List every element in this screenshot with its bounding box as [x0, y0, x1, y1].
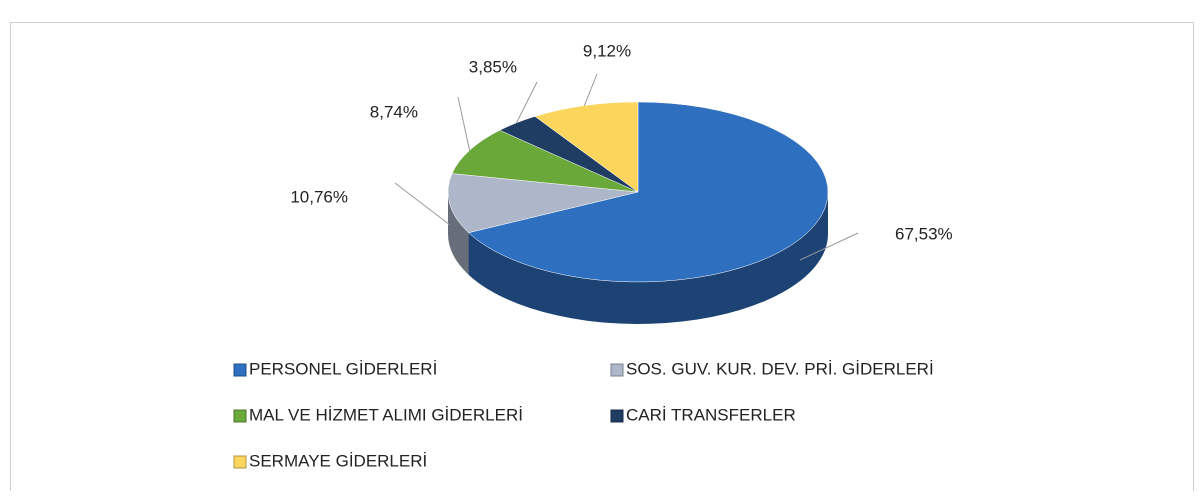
pie-side	[448, 192, 469, 275]
legend-swatch	[610, 363, 624, 377]
data-label: 8,74%	[370, 102, 418, 121]
legend-swatch	[233, 409, 247, 423]
leader-line	[457, 96, 471, 151]
legend-label: MAL VE HİZMET ALIMI GİDERLERİ	[249, 405, 523, 424]
pie-slice	[447, 173, 639, 233]
data-label: 10,76%	[290, 187, 348, 206]
leader-line	[583, 73, 598, 106]
legend-swatch	[610, 409, 624, 423]
pie-slice	[468, 101, 829, 283]
data-label: 9,12%	[583, 41, 631, 60]
data-label: 67,53%	[895, 224, 953, 243]
data-label: 3,85%	[469, 57, 517, 76]
legend-swatch	[233, 455, 247, 469]
pie-side	[468, 192, 828, 325]
legend-label: SERMAYE GİDERLERİ	[249, 451, 427, 470]
legend-label: SOS. GUV. KUR. DEV. PRİ. GİDERLERİ	[626, 359, 934, 378]
legend-swatch	[233, 363, 247, 377]
leader-line	[394, 182, 450, 226]
chart-frame	[10, 22, 1194, 496]
legend-label: PERSONEL GİDERLERİ	[249, 359, 437, 378]
leader-line	[516, 81, 538, 124]
leader-line	[799, 232, 859, 261]
legend-label: CARİ TRANSFERLER	[626, 405, 796, 424]
